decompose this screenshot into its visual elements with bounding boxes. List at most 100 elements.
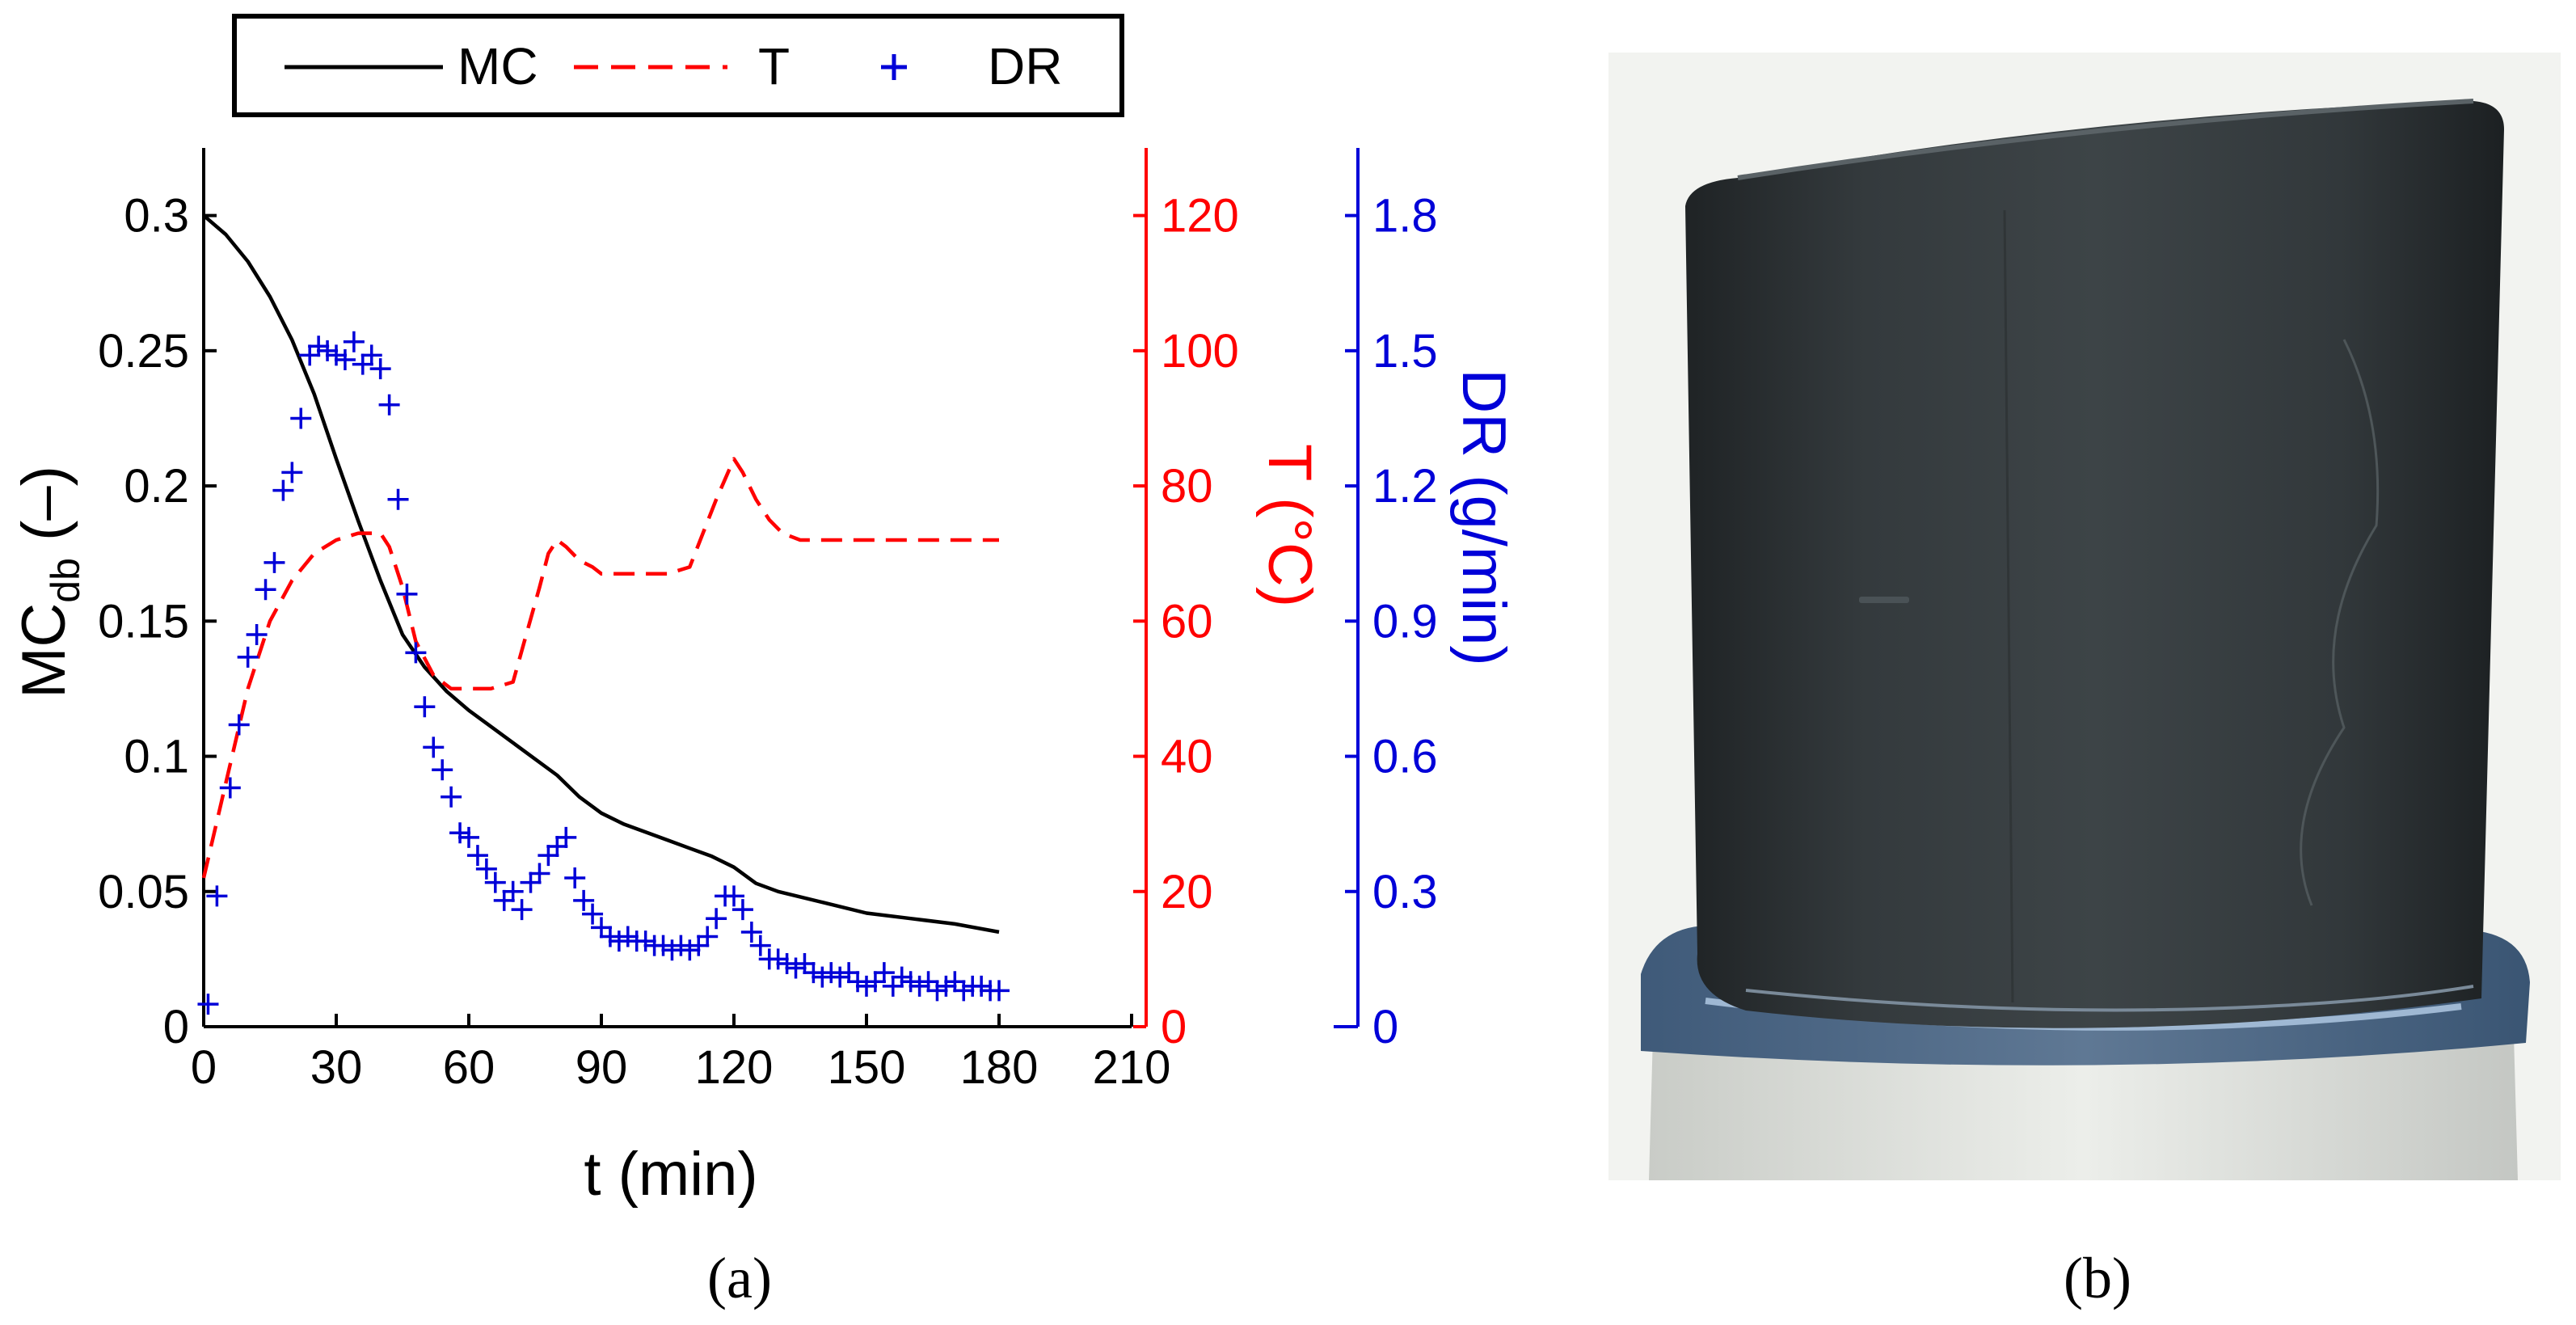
dr-data-point xyxy=(652,935,674,956)
dr-data-point xyxy=(723,885,744,907)
dr-data-point xyxy=(591,917,612,939)
t-tick-label: 0 xyxy=(1161,1001,1187,1053)
dr-tick-label: 1.2 xyxy=(1372,460,1438,513)
t-series-line xyxy=(201,457,999,879)
dr-data-point xyxy=(369,358,391,380)
dr-data-point xyxy=(449,822,471,844)
series-dr xyxy=(197,331,1010,1015)
x-tick-label: 90 xyxy=(575,1041,628,1094)
dr-data-point xyxy=(917,971,939,993)
dr-data-point xyxy=(423,736,445,758)
dr-data-point xyxy=(670,935,692,956)
x-tick-label: 150 xyxy=(828,1041,906,1094)
mc-tick-label: 0.2 xyxy=(124,460,189,513)
chart-legend: MC T DR xyxy=(232,14,1124,117)
t-axis-ticks: 0 20 40 60 80 100 120 xyxy=(1133,190,1239,1053)
mc-axis-title-tail: (–) xyxy=(10,466,78,558)
dr-data-point xyxy=(475,858,497,880)
mc-axis-title: MCdb (–) xyxy=(10,466,88,698)
photo-surface-crack xyxy=(2300,339,2380,906)
t-axis-title: T (°C) xyxy=(1255,444,1324,607)
t-tick-label: 120 xyxy=(1161,190,1239,243)
dr-data-point xyxy=(272,479,294,501)
dr-data-point xyxy=(891,966,913,988)
dr-data-point xyxy=(326,344,347,366)
panel-b-caption: (b) xyxy=(2064,1246,2131,1310)
dr-data-point xyxy=(989,980,1010,1002)
t-tick-label: 40 xyxy=(1161,731,1213,783)
dr-data-point xyxy=(599,926,621,947)
photo-stand xyxy=(1649,1035,2518,1180)
dr-data-point xyxy=(661,939,683,961)
dr-data-point xyxy=(873,962,895,984)
dr-data-point xyxy=(458,826,479,848)
x-tick-label: 120 xyxy=(695,1041,774,1094)
photo-seam-line xyxy=(2003,209,2014,1003)
mc-axis-title-main: MC xyxy=(10,603,78,698)
dr-data-point xyxy=(564,867,586,889)
dr-data-point xyxy=(785,957,807,979)
dr-data-point xyxy=(740,921,762,943)
mc-tick-label: 0.05 xyxy=(98,866,189,918)
dr-data-point xyxy=(387,488,409,510)
dr-data-point xyxy=(944,971,966,993)
dr-data-point xyxy=(466,845,488,867)
dr-data-point xyxy=(529,863,550,884)
dr-data-point xyxy=(953,980,975,1002)
dr-data-point xyxy=(206,885,228,907)
dr-data-point xyxy=(308,335,330,357)
dr-data-point xyxy=(935,975,957,997)
dr-data-point xyxy=(441,786,462,808)
dr-data-point xyxy=(882,975,904,997)
mc-tick-label: 0.3 xyxy=(124,190,189,243)
photo-scratch-mark xyxy=(1859,597,1909,603)
dr-data-point xyxy=(697,926,719,947)
mc-tick-label: 0 xyxy=(163,1001,189,1053)
dr-data-point xyxy=(520,871,542,893)
mc-axis-title-sub: db xyxy=(43,558,88,603)
dr-data-point xyxy=(582,903,604,925)
x-tick-label: 180 xyxy=(960,1041,1039,1094)
x-tick-label: 60 xyxy=(443,1041,495,1094)
dr-data-point xyxy=(281,462,303,483)
dr-data-point xyxy=(706,908,727,930)
dr-data-point xyxy=(538,845,559,867)
dr-tick-label: 0.6 xyxy=(1372,731,1438,783)
dr-axis-ticks: 0 0.3 0.6 0.9 1.2 1.5 1.8 xyxy=(1345,190,1438,1053)
dr-data-point xyxy=(608,930,630,952)
dr-data-point xyxy=(219,777,241,799)
mc-tick-label: 0.1 xyxy=(124,731,189,783)
photo-cylinder xyxy=(1685,101,2504,1028)
dr-data-point xyxy=(847,971,869,993)
dr-data-point xyxy=(246,624,268,646)
dr-data-point xyxy=(343,331,365,352)
photo-cylinder-top-edge xyxy=(1737,99,2474,180)
dr-tick-label: 0.3 xyxy=(1372,866,1438,918)
dr-tick-label: 1.5 xyxy=(1372,325,1438,378)
legend-dr-swatch xyxy=(881,54,907,80)
dr-data-point xyxy=(731,899,753,921)
legend-mc-label: MC xyxy=(457,37,538,95)
dr-data-point xyxy=(546,836,568,858)
panel-a-caption-text: (a) xyxy=(707,1246,772,1310)
mc-tick-label: 0.15 xyxy=(98,595,189,648)
dr-data-point xyxy=(511,899,533,921)
series-t xyxy=(201,457,999,879)
mc-tick-label: 0.25 xyxy=(98,325,189,378)
dr-data-point xyxy=(396,583,418,605)
dr-data-point xyxy=(688,935,710,956)
dr-data-point xyxy=(317,340,339,361)
dr-data-point xyxy=(909,975,930,997)
dr-tick-label: 1.8 xyxy=(1372,190,1438,243)
photo-panel-b: (b) xyxy=(1608,53,2561,1310)
dr-data-point xyxy=(679,939,701,961)
t-tick-label: 60 xyxy=(1161,595,1213,648)
dr-data-point xyxy=(767,948,789,970)
mc-series-line xyxy=(202,213,1000,935)
dr-data-point xyxy=(255,579,276,601)
dr-data-point xyxy=(749,935,771,956)
dr-data-point xyxy=(197,994,219,1015)
x-axis-title: t (min) xyxy=(584,1140,757,1209)
dr-axis-title: DR (g/min) xyxy=(1449,369,1518,665)
